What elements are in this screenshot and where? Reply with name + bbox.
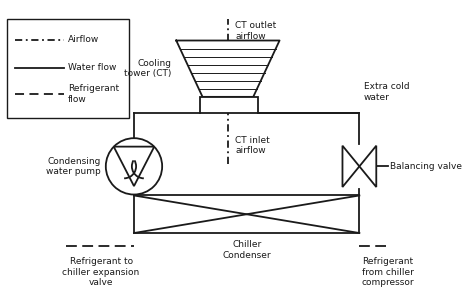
Text: CT outlet
airflow: CT outlet airflow: [236, 21, 277, 41]
Text: Condensing
water pump: Condensing water pump: [46, 157, 101, 176]
Text: Water flow: Water flow: [68, 63, 117, 72]
Polygon shape: [359, 146, 376, 187]
Text: Refrigerant to
chiller expansion
valve: Refrigerant to chiller expansion valve: [63, 258, 140, 287]
Polygon shape: [114, 146, 154, 186]
Text: Balancing valve: Balancing valve: [391, 162, 462, 171]
Text: Refrigerant
from chiller
compressor: Refrigerant from chiller compressor: [361, 258, 414, 287]
Text: Airflow: Airflow: [68, 35, 100, 44]
Bar: [7, 19, 129, 117]
Polygon shape: [343, 146, 359, 187]
Text: Cooling
tower (CT): Cooling tower (CT): [124, 59, 172, 79]
Circle shape: [106, 138, 162, 195]
Text: Refrigerant
flow: Refrigerant flow: [68, 84, 119, 104]
Bar: [200, 97, 258, 113]
Text: Chiller
Condenser: Chiller Condenser: [222, 240, 271, 260]
Bar: [134, 195, 359, 233]
Text: CT inlet
airflow: CT inlet airflow: [236, 136, 270, 155]
Text: Extra cold
water: Extra cold water: [364, 82, 410, 102]
